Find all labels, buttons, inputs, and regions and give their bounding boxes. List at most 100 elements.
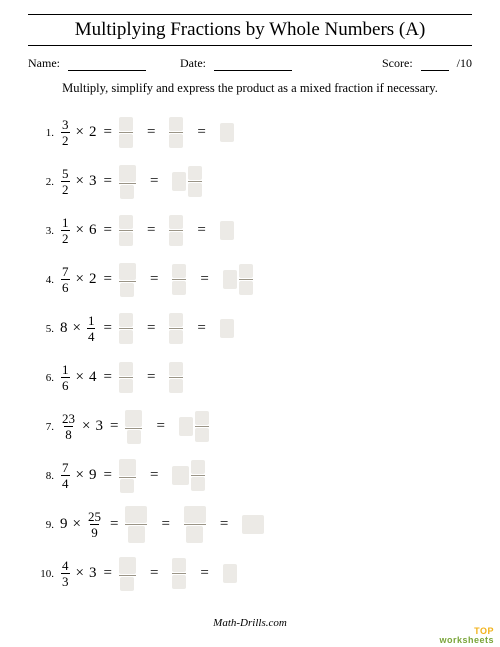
problem-number: 7. <box>32 421 60 433</box>
answer-fraction <box>169 215 183 246</box>
answer-cell[interactable] <box>223 564 237 583</box>
answer-cell[interactable] <box>119 117 133 131</box>
answer-cell[interactable] <box>169 232 183 246</box>
answer-cell[interactable] <box>188 183 202 197</box>
answer-cell[interactable] <box>119 330 133 344</box>
worksheet-page: Multiplying Fractions by Whole Numbers (… <box>0 0 500 647</box>
problem-number: 6. <box>32 372 60 384</box>
problem-row: 8. 74 × 9 = = <box>32 451 472 500</box>
answer-mixed <box>172 460 205 491</box>
problem-number: 9. <box>32 519 60 531</box>
answer-cell[interactable] <box>220 319 234 338</box>
answer-cell[interactable] <box>119 557 136 574</box>
answer-cell[interactable] <box>191 460 205 474</box>
answer-cell[interactable] <box>172 264 186 278</box>
problem-list: 1. 32 × 2 = = = 2. 52 × 3 = = <box>28 108 472 598</box>
problem-row: 5. 8 × 14 = = = <box>32 304 472 353</box>
answer-fraction <box>172 264 186 295</box>
answer-cell[interactable] <box>120 185 134 199</box>
answer-cell[interactable] <box>125 506 147 523</box>
score-blank[interactable] <box>421 58 449 71</box>
answer-cell[interactable] <box>223 270 237 289</box>
answer-cell[interactable] <box>172 281 186 295</box>
answer-cell[interactable] <box>169 117 183 131</box>
answer-cell[interactable] <box>195 428 209 442</box>
answer-cell[interactable] <box>242 515 264 534</box>
times-operator: × <box>82 418 90 435</box>
answer-cell[interactable] <box>119 165 136 182</box>
answer-cell[interactable] <box>125 410 142 427</box>
equals: = <box>161 516 169 533</box>
answer-fraction <box>184 506 206 543</box>
answer-fraction <box>169 362 183 393</box>
answer-cell[interactable] <box>191 477 205 491</box>
answer-fraction <box>125 410 142 444</box>
times-operator: × <box>73 516 81 533</box>
operand-whole: 8 <box>60 320 68 337</box>
answer-cell[interactable] <box>169 379 183 393</box>
problem-row: 6. 16 × 4 = = <box>32 353 472 402</box>
equals: = <box>200 565 208 582</box>
answer-cell[interactable] <box>172 558 186 572</box>
answer-fraction <box>188 166 202 197</box>
watermark-bottom: worksheets <box>439 636 494 645</box>
times-operator: × <box>76 173 84 190</box>
answer-cell[interactable] <box>127 430 141 444</box>
answer-cell[interactable] <box>169 362 183 376</box>
answer-cell[interactable] <box>120 577 134 591</box>
answer-cell[interactable] <box>179 417 193 436</box>
answer-cell[interactable] <box>119 459 136 476</box>
answer-area: = <box>119 362 183 393</box>
answer-area: = <box>125 410 208 444</box>
answer-cell[interactable] <box>128 526 145 543</box>
answer-cell[interactable] <box>169 134 183 148</box>
answer-cell[interactable] <box>186 526 203 543</box>
operand-fraction: 32 <box>61 118 70 147</box>
rule-under-title <box>28 45 472 46</box>
answer-cell[interactable] <box>119 379 133 393</box>
problem-number: 2. <box>32 176 60 188</box>
answer-cell[interactable] <box>195 411 209 425</box>
answer-cell[interactable] <box>169 313 183 327</box>
answer-cell[interactable] <box>172 172 186 191</box>
answer-area: = = <box>119 557 237 591</box>
equals: = <box>103 369 111 386</box>
problem-expression: 238 × 3 = = <box>60 410 209 444</box>
problem-number: 4. <box>32 274 60 286</box>
answer-cell[interactable] <box>184 506 206 523</box>
answer-cell[interactable] <box>120 479 134 493</box>
date-blank[interactable] <box>214 58 292 71</box>
name-blank[interactable] <box>68 58 146 71</box>
times-operator: × <box>76 271 84 288</box>
answer-cell[interactable] <box>220 221 234 240</box>
rule-top <box>28 14 472 15</box>
answer-cell[interactable] <box>239 281 253 295</box>
problem-expression: 12 × 6 = = = <box>60 215 234 246</box>
name-label: Name: <box>28 56 60 71</box>
answer-cell[interactable] <box>120 283 134 297</box>
answer-mixed <box>223 264 253 295</box>
answer-cell[interactable] <box>119 215 133 229</box>
answer-cell[interactable] <box>119 313 133 327</box>
answer-cell[interactable] <box>169 215 183 229</box>
answer-cell[interactable] <box>119 232 133 246</box>
problem-expression: 52 × 3 = = <box>60 165 202 199</box>
answer-cell[interactable] <box>119 263 136 280</box>
answer-cell[interactable] <box>169 330 183 344</box>
answer-fraction <box>191 460 205 491</box>
answer-cell[interactable] <box>172 575 186 589</box>
answer-cell[interactable] <box>119 134 133 148</box>
answer-cell[interactable] <box>172 466 189 485</box>
answer-cell[interactable] <box>188 166 202 180</box>
answer-cell[interactable] <box>239 264 253 278</box>
answer-cell[interactable] <box>220 123 234 142</box>
answer-fraction <box>119 117 133 148</box>
equals: = <box>103 565 111 582</box>
score-total: /10 <box>457 56 472 71</box>
equals: = <box>110 516 118 533</box>
answer-cell[interactable] <box>119 362 133 376</box>
answer-fraction <box>239 264 253 295</box>
operand-fraction: 74 <box>61 461 70 490</box>
answer-fraction <box>119 165 136 199</box>
problem-expression: 8 × 14 = = = <box>60 313 234 344</box>
